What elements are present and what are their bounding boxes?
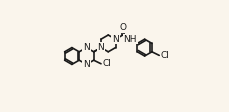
- Text: N: N: [112, 35, 118, 44]
- Text: Cl: Cl: [102, 59, 111, 68]
- Text: NH: NH: [123, 35, 136, 44]
- Text: O: O: [119, 23, 126, 32]
- Text: N: N: [97, 43, 104, 52]
- Text: Cl: Cl: [160, 51, 169, 60]
- Text: N: N: [83, 60, 89, 69]
- Text: N: N: [97, 43, 104, 52]
- Text: N: N: [83, 43, 89, 52]
